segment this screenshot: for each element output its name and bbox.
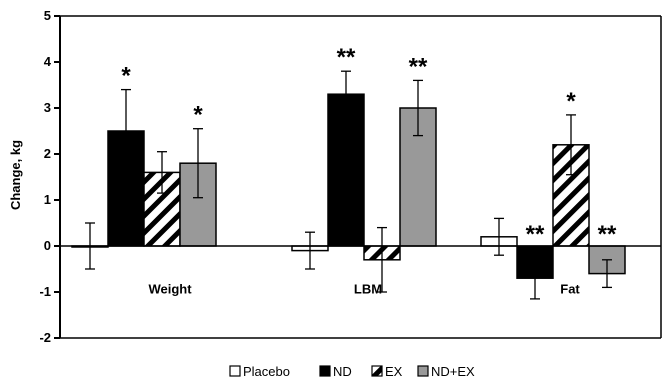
category-label: Fat (560, 282, 580, 297)
legend-label: ND (333, 364, 352, 379)
legend-label: Placebo (243, 364, 290, 379)
significance-marker: * (193, 102, 203, 129)
y-tick-label: 3 (44, 100, 51, 115)
category-label: LBM (354, 282, 382, 297)
legend-label: EX (385, 364, 403, 379)
significance-marker: ** (526, 221, 545, 248)
significance-marker: ** (337, 44, 356, 71)
legend-swatch (319, 365, 331, 377)
legend-swatch (417, 365, 429, 377)
significance-marker: ** (409, 53, 428, 80)
bar-nd-lbm (327, 93, 365, 247)
legend-item: Placebo (229, 364, 290, 379)
legend-item: ND (319, 364, 352, 379)
y-tick-label: 1 (44, 192, 51, 207)
y-tick-label: -1 (39, 284, 51, 299)
category-label: Weight (148, 282, 192, 297)
legend-swatch (229, 365, 241, 377)
significance-marker: ** (598, 221, 617, 248)
y-axis-label: Change, kg (8, 140, 23, 210)
significance-marker: * (566, 88, 576, 115)
significance-marker: * (121, 63, 131, 90)
legend-item: ND+EX (417, 364, 475, 379)
y-tick-label: 2 (44, 146, 51, 161)
legend-swatch (371, 365, 383, 377)
y-tick-label: 5 (44, 8, 51, 23)
y-tick-label: 0 (44, 238, 51, 253)
y-tick-label: -2 (39, 330, 51, 345)
legend-item: EX (371, 364, 403, 379)
y-tick-label: 4 (44, 54, 52, 69)
legend-label: ND+EX (431, 364, 475, 379)
